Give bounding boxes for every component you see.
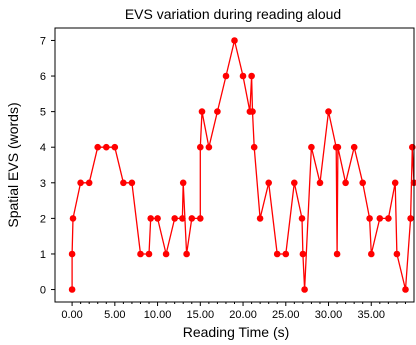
data-point xyxy=(376,215,384,222)
chart-title: EVS variation during reading aloud xyxy=(125,6,341,22)
y-tick-label: 2 xyxy=(40,213,46,225)
x-tick-label: 10.00 xyxy=(144,309,172,321)
data-point xyxy=(68,250,76,258)
data-point xyxy=(301,286,308,293)
data-point xyxy=(128,179,136,187)
data-point xyxy=(85,179,93,187)
data-point xyxy=(393,250,401,258)
data-point xyxy=(316,179,324,187)
data-point xyxy=(154,215,161,222)
data-point xyxy=(282,250,290,258)
data-point xyxy=(231,37,238,44)
x-tick-label: 15.00 xyxy=(187,309,215,321)
data-point xyxy=(214,108,221,115)
data-point xyxy=(256,215,264,222)
plot-frame xyxy=(54,27,415,303)
data-point xyxy=(265,179,273,187)
data-point xyxy=(366,215,373,222)
data-point xyxy=(69,215,77,222)
y-tick-label: 0 xyxy=(40,285,46,297)
data-point xyxy=(94,143,101,151)
y-tick-label: 4 xyxy=(40,142,46,154)
data-point xyxy=(391,179,399,187)
x-tick-label: 20.00 xyxy=(229,309,257,321)
data-point xyxy=(298,215,306,222)
data-point xyxy=(198,108,206,115)
data-point xyxy=(342,179,349,187)
y-tick-label: 5 xyxy=(40,107,46,119)
data-point xyxy=(137,250,144,258)
data-point xyxy=(103,143,110,151)
data-point xyxy=(239,72,247,80)
data-point xyxy=(409,143,416,151)
data-point xyxy=(197,215,204,222)
data-point xyxy=(205,143,213,151)
data-point xyxy=(179,179,187,187)
x-tick-label: 35.00 xyxy=(357,309,385,321)
data-point xyxy=(250,143,258,151)
data-point xyxy=(197,143,204,151)
x-tick-label: 0.00 xyxy=(61,309,82,321)
y-tick-label: 6 xyxy=(40,71,46,83)
axis-ticks: 0 1 2 3 4 5 6 7 0.00 5.00 10.00 15.00 20.00 25.00 30.0… xyxy=(40,35,406,321)
x-tick-label: 30.00 xyxy=(315,309,343,321)
data-point xyxy=(179,215,186,222)
x-tick-label: 5.00 xyxy=(104,309,125,321)
series-line xyxy=(68,37,416,293)
data-point xyxy=(334,143,342,151)
x-axis-label: Reading Time (s) xyxy=(183,324,290,340)
y-tick-label: 1 xyxy=(40,249,46,261)
y-axis-label: Spatial EVS (words) xyxy=(5,102,21,227)
data-point xyxy=(77,179,84,187)
data-point xyxy=(359,179,367,187)
data-point xyxy=(183,250,190,258)
data-point xyxy=(368,250,375,258)
y-tick-label: 7 xyxy=(40,35,46,47)
data-point xyxy=(222,72,230,80)
data-point xyxy=(188,215,196,222)
data-point xyxy=(248,72,255,80)
data-point xyxy=(407,215,414,222)
data-point xyxy=(120,179,127,187)
y-tick-label: 3 xyxy=(40,178,46,190)
x-tick-label: 25.00 xyxy=(272,309,300,321)
data-point xyxy=(111,143,119,151)
data-point xyxy=(291,179,298,187)
data-point xyxy=(162,250,170,258)
data-point xyxy=(273,250,281,258)
data-point xyxy=(308,143,315,151)
data-point xyxy=(68,286,76,293)
data-point xyxy=(299,250,307,258)
data-point xyxy=(325,108,332,115)
data-point xyxy=(147,215,154,222)
data-point xyxy=(410,179,416,187)
data-point xyxy=(333,250,341,258)
data-point xyxy=(350,143,358,151)
data-point xyxy=(402,286,409,293)
data-point xyxy=(171,215,178,222)
data-point xyxy=(249,108,256,115)
data-point xyxy=(385,215,392,222)
data-point xyxy=(145,250,153,258)
